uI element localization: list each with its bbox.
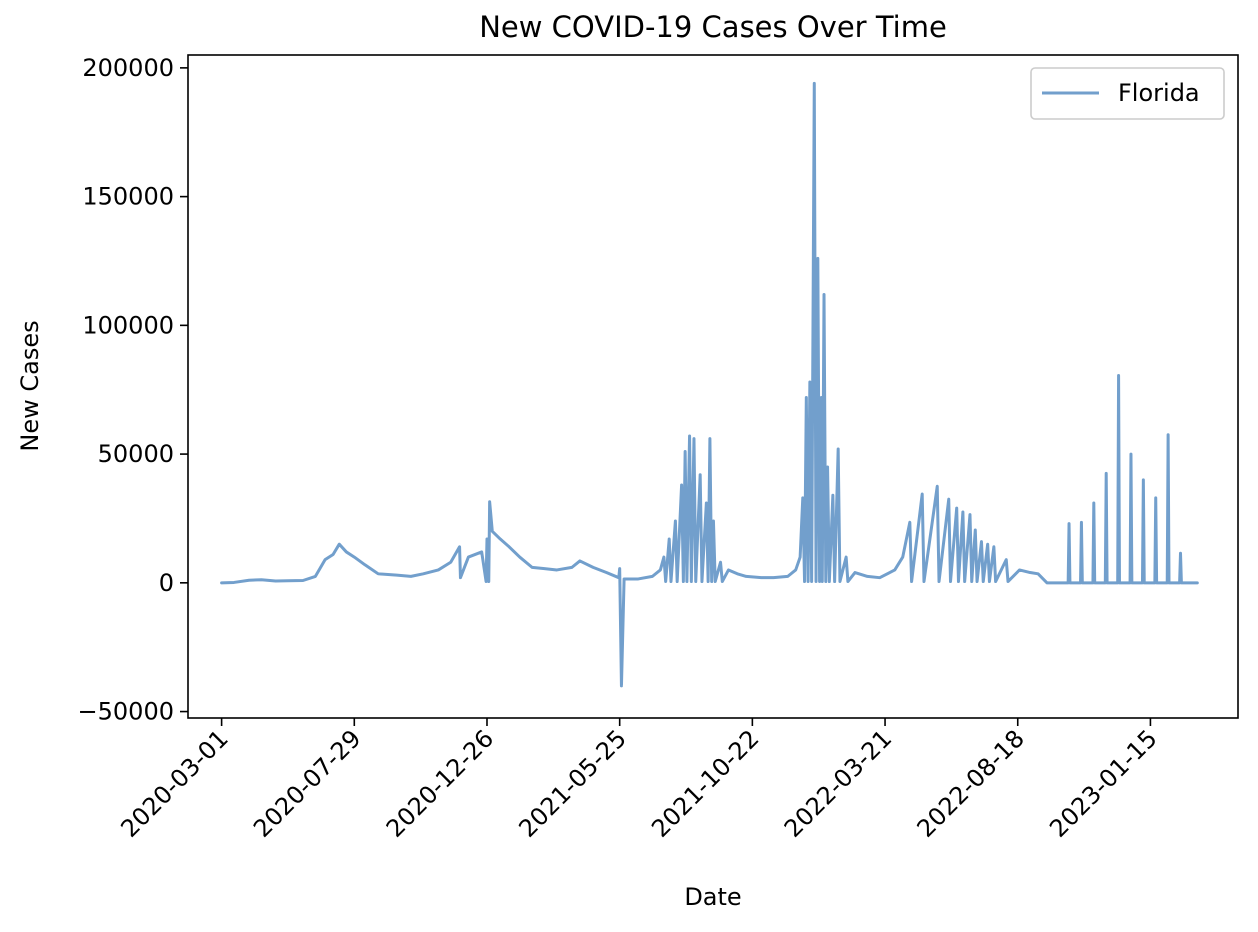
y-axis-label: New Cases bbox=[16, 320, 44, 451]
y-axis: −50000 0 50000 100000 150000 200000 bbox=[78, 54, 188, 726]
legend: Florida bbox=[1030, 67, 1225, 120]
chart-title: New COVID-19 Cases Over Time bbox=[479, 10, 947, 44]
legend-box bbox=[1030, 67, 1225, 120]
y-tick-label: 150000 bbox=[82, 183, 174, 211]
series-line-florida bbox=[220, 81, 1199, 688]
y-tick-label: 100000 bbox=[82, 311, 174, 339]
plot-area bbox=[220, 81, 1199, 688]
y-tick-label: 0 bbox=[159, 569, 174, 597]
y-tick-label: −50000 bbox=[78, 698, 174, 726]
x-axis-label: Date bbox=[684, 883, 741, 911]
legend-label-florida: Florida bbox=[1118, 79, 1200, 107]
y-tick-label: 50000 bbox=[98, 440, 174, 468]
y-tick-label: 200000 bbox=[82, 54, 174, 82]
plot-frame bbox=[187, 54, 1239, 719]
